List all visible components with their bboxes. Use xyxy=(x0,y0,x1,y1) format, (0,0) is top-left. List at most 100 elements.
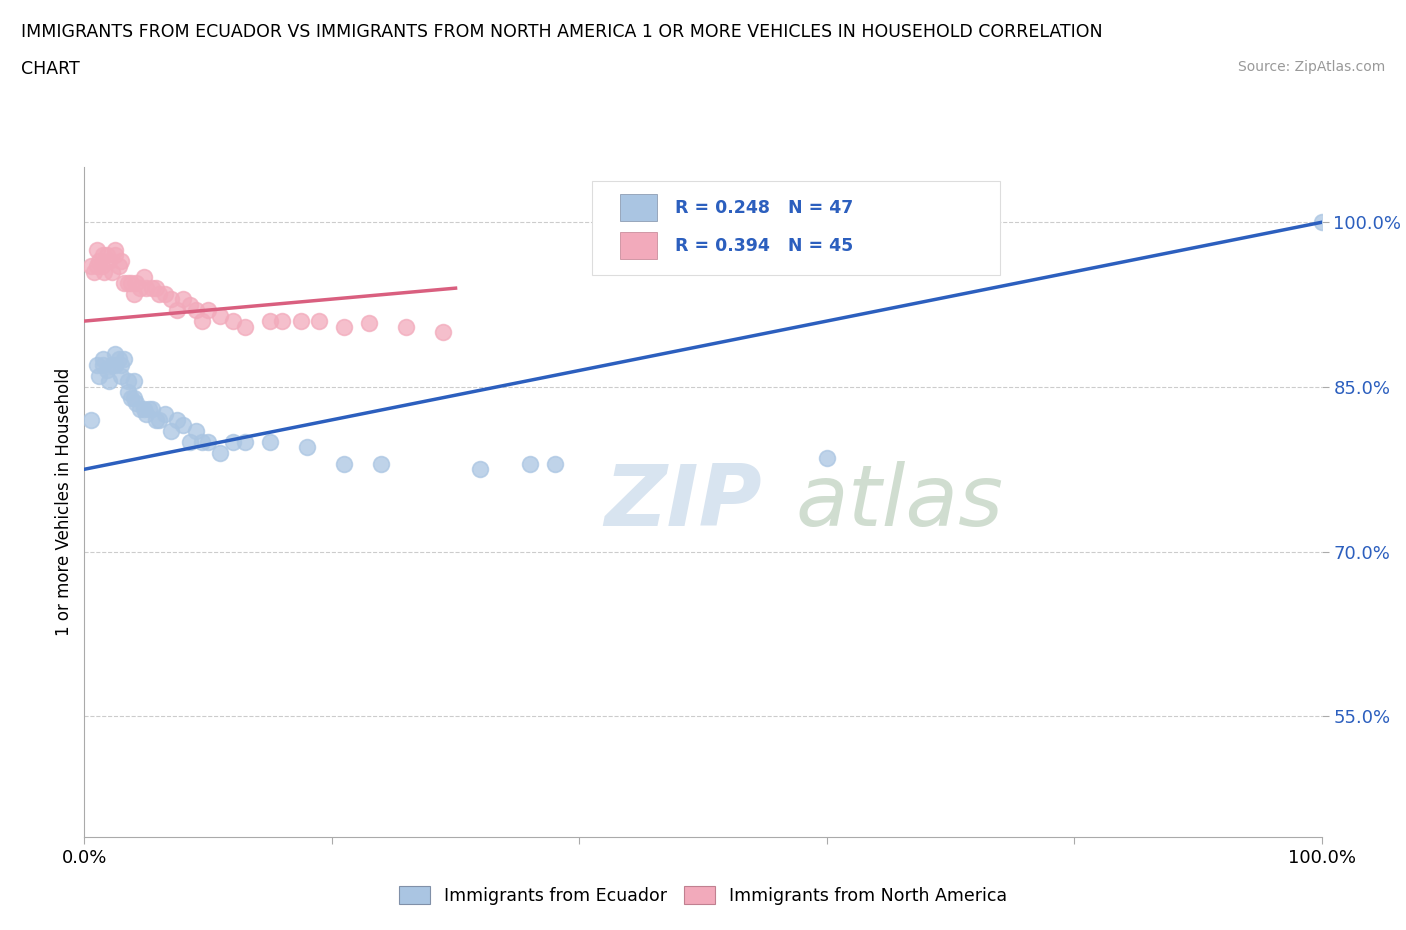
Point xyxy=(138,402,160,417)
Point xyxy=(86,357,108,372)
Point xyxy=(86,243,108,258)
Point xyxy=(104,357,127,372)
Point xyxy=(96,363,118,378)
FancyBboxPatch shape xyxy=(592,180,1000,274)
Point xyxy=(166,412,188,427)
Point xyxy=(129,402,152,417)
Point xyxy=(89,253,111,268)
Point xyxy=(108,259,131,273)
Point xyxy=(141,402,163,417)
Point xyxy=(129,281,152,296)
Point xyxy=(370,457,392,472)
Point xyxy=(132,270,155,285)
Point xyxy=(108,352,131,367)
Point xyxy=(117,385,139,400)
Text: R = 0.394   N = 45: R = 0.394 N = 45 xyxy=(675,237,853,255)
Point xyxy=(96,247,118,262)
Point xyxy=(166,302,188,317)
Point xyxy=(110,357,132,372)
Point xyxy=(209,445,232,460)
FancyBboxPatch shape xyxy=(620,194,657,221)
Point xyxy=(290,313,312,328)
Point xyxy=(120,391,142,405)
Point xyxy=(148,286,170,301)
Point xyxy=(117,275,139,290)
Point xyxy=(179,298,201,312)
Point xyxy=(79,259,101,273)
Legend: Immigrants from Ecuador, Immigrants from North America: Immigrants from Ecuador, Immigrants from… xyxy=(392,880,1014,912)
Point xyxy=(86,259,108,273)
Point xyxy=(148,412,170,427)
Point xyxy=(271,313,294,328)
Point xyxy=(112,352,135,367)
Point xyxy=(197,302,219,317)
Point xyxy=(141,281,163,296)
Point xyxy=(104,243,127,258)
Point xyxy=(135,281,157,296)
Point xyxy=(333,319,356,334)
Point xyxy=(91,357,114,372)
Point xyxy=(233,434,256,449)
Point xyxy=(89,368,111,383)
Point xyxy=(132,402,155,417)
Point xyxy=(179,434,201,449)
Point xyxy=(91,247,114,262)
Point xyxy=(333,457,356,472)
Point xyxy=(91,352,114,367)
Point xyxy=(160,292,183,307)
Point xyxy=(122,286,145,301)
Point xyxy=(191,434,214,449)
Point xyxy=(259,434,281,449)
Point xyxy=(110,368,132,383)
Point xyxy=(172,292,194,307)
Point xyxy=(172,418,194,432)
Text: atlas: atlas xyxy=(796,460,1004,544)
Point xyxy=(145,412,167,427)
Point xyxy=(295,440,318,455)
Point xyxy=(197,434,219,449)
Point xyxy=(120,275,142,290)
Point xyxy=(1310,215,1333,230)
Point xyxy=(259,313,281,328)
Point xyxy=(815,451,838,466)
Point xyxy=(110,253,132,268)
Point xyxy=(100,357,122,372)
Point xyxy=(125,275,148,290)
Point xyxy=(100,264,122,279)
Point xyxy=(98,253,121,268)
Point xyxy=(93,264,115,279)
Point xyxy=(90,259,112,273)
Point xyxy=(117,374,139,389)
Point xyxy=(104,247,127,262)
Point xyxy=(79,412,101,427)
Y-axis label: 1 or more Vehicles in Household: 1 or more Vehicles in Household xyxy=(55,368,73,636)
Text: R = 0.248   N = 47: R = 0.248 N = 47 xyxy=(675,199,853,217)
Point xyxy=(83,264,105,279)
Text: CHART: CHART xyxy=(21,60,80,78)
Point xyxy=(125,396,148,411)
Point xyxy=(233,319,256,334)
Point xyxy=(222,434,245,449)
Point xyxy=(519,457,541,472)
Point xyxy=(122,374,145,389)
Point xyxy=(308,313,330,328)
Text: IMMIGRANTS FROM ECUADOR VS IMMIGRANTS FROM NORTH AMERICA 1 OR MORE VEHICLES IN H: IMMIGRANTS FROM ECUADOR VS IMMIGRANTS FR… xyxy=(21,23,1102,41)
Point xyxy=(184,302,207,317)
Point xyxy=(470,462,492,477)
Point xyxy=(222,313,245,328)
Text: ZIP: ZIP xyxy=(605,460,762,544)
Point xyxy=(104,347,127,362)
Point xyxy=(135,407,157,422)
Point xyxy=(432,325,454,339)
Point xyxy=(160,423,183,438)
Point xyxy=(145,281,167,296)
Point xyxy=(209,308,232,323)
Text: Source: ZipAtlas.com: Source: ZipAtlas.com xyxy=(1237,60,1385,74)
Point xyxy=(98,374,121,389)
Point xyxy=(122,391,145,405)
Point xyxy=(543,457,565,472)
Point xyxy=(395,319,418,334)
Point xyxy=(357,316,380,331)
FancyBboxPatch shape xyxy=(620,232,657,259)
Point xyxy=(112,275,135,290)
